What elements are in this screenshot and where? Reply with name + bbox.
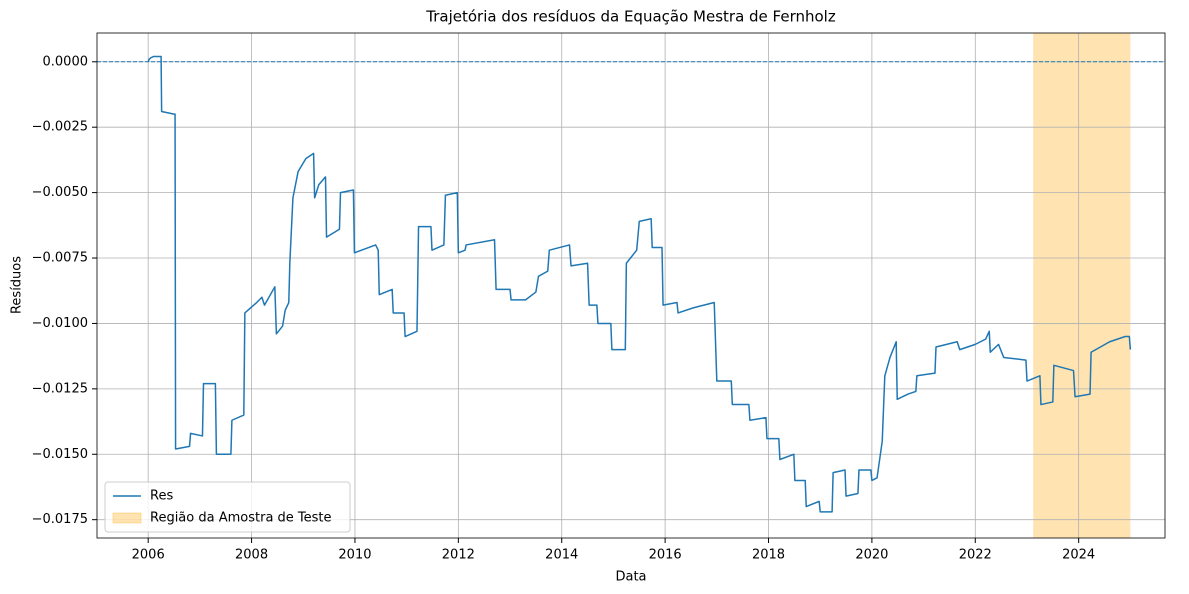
x-tick-label: 2006 [132, 548, 165, 563]
x-tick-label: 2010 [338, 548, 371, 563]
x-tick-label: 2008 [235, 548, 268, 563]
x-tick-label: 2012 [442, 548, 475, 563]
chart-title: Trajetória dos resíduos da Equação Mestr… [425, 8, 836, 26]
legend-label: Res [150, 489, 173, 504]
y-tick-label: −0.0175 [32, 512, 88, 527]
x-tick-label: 2016 [649, 548, 682, 563]
x-tick-label: 2020 [855, 548, 888, 563]
y-tick-label: −0.0150 [32, 447, 88, 462]
x-tick-label: 2022 [959, 548, 992, 563]
x-axis-label: Data [615, 570, 646, 585]
x-tick-label: 2014 [545, 548, 578, 563]
y-tick-label: −0.0025 [32, 120, 88, 135]
legend-label: Região da Amostra de Teste [150, 511, 332, 526]
series-line [147, 55, 1132, 513]
x-tick-label: 2018 [752, 548, 785, 563]
y-tick-label: −0.0125 [32, 381, 88, 396]
y-tick-label: −0.0100 [32, 316, 88, 331]
legend-box [104, 481, 351, 533]
test-region [1033, 33, 1131, 538]
axes-frame [96, 32, 1166, 539]
legend-swatch [112, 512, 142, 524]
x-tick-label: 2024 [1062, 548, 1095, 563]
y-tick-label: −0.0075 [32, 251, 88, 266]
y-tick-label: 0.0000 [43, 54, 89, 69]
y-axis-label: Resíduos [10, 256, 25, 314]
y-tick-label: −0.0050 [32, 185, 88, 200]
